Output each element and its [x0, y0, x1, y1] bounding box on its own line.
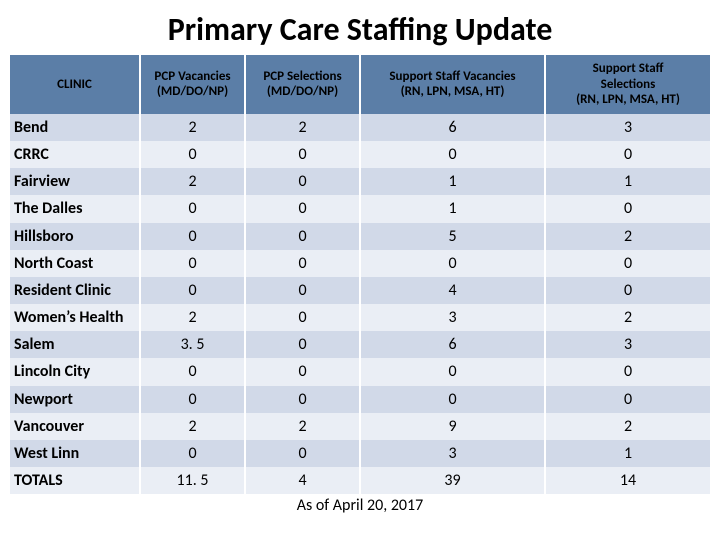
ss-vac-cell: 9 [360, 413, 545, 440]
pcp-vac-cell: 3. 5 [140, 331, 245, 358]
ss-sel-cell: 0 [545, 195, 710, 222]
table-row: TOTALS11. 543914 [10, 467, 710, 494]
table-row: North Coast0000 [10, 250, 710, 277]
ss-sel-cell: 0 [545, 386, 710, 413]
ss-sel-cell: 1 [545, 440, 710, 467]
clinic-cell: CRRC [10, 141, 140, 168]
clinic-cell: West Linn [10, 440, 140, 467]
ss-vac-cell: 1 [360, 195, 545, 222]
pcp-vac-cell: 2 [140, 114, 245, 141]
pcp-vac-cell: 11. 5 [140, 467, 245, 494]
ss-sel-cell: 0 [545, 250, 710, 277]
table-row: West Linn0031 [10, 440, 710, 467]
col-header-pcp-vacancies: PCP Vacancies(MD/DO/NP) [140, 55, 245, 114]
col-header-clinic: CLINIC [10, 55, 140, 114]
ss-sel-cell: 2 [545, 304, 710, 331]
pcp-vac-cell: 0 [140, 440, 245, 467]
pcp-vac-cell: 2 [140, 304, 245, 331]
pcp-sel-cell: 0 [245, 277, 360, 304]
table-row: The Dalles0010 [10, 195, 710, 222]
ss-sel-cell: 2 [545, 413, 710, 440]
pcp-sel-cell: 2 [245, 413, 360, 440]
table-row: Resident Clinic0040 [10, 277, 710, 304]
table-row: Vancouver2292 [10, 413, 710, 440]
table-row: Fairview2011 [10, 168, 710, 195]
pcp-vac-cell: 2 [140, 413, 245, 440]
table-row: Salem3. 5063 [10, 331, 710, 358]
pcp-vac-cell: 0 [140, 386, 245, 413]
clinic-cell: Salem [10, 331, 140, 358]
clinic-cell: Fairview [10, 168, 140, 195]
ss-vac-cell: 0 [360, 358, 545, 385]
pcp-sel-cell: 0 [245, 250, 360, 277]
ss-vac-cell: 6 [360, 114, 545, 141]
ss-vac-cell: 3 [360, 304, 545, 331]
pcp-sel-cell: 0 [245, 141, 360, 168]
ss-sel-cell: 14 [545, 467, 710, 494]
pcp-sel-cell: 0 [245, 168, 360, 195]
clinic-cell: Newport [10, 386, 140, 413]
pcp-sel-cell: 0 [245, 358, 360, 385]
pcp-vac-cell: 2 [140, 168, 245, 195]
ss-sel-cell: 0 [545, 277, 710, 304]
table-body: Bend2263CRRC0000Fairview2011The Dalles00… [10, 114, 710, 495]
col-header-support-selections: Support StaffSelections(RN, LPN, MSA, HT… [545, 55, 710, 114]
clinic-cell: Vancouver [10, 413, 140, 440]
table-row: Women’s Health2032 [10, 304, 710, 331]
clinic-cell: TOTALS [10, 467, 140, 494]
pcp-vac-cell: 0 [140, 250, 245, 277]
pcp-vac-cell: 0 [140, 358, 245, 385]
table-row: CRRC0000 [10, 141, 710, 168]
ss-vac-cell: 0 [360, 141, 545, 168]
clinic-cell: Lincoln City [10, 358, 140, 385]
table-row: Bend2263 [10, 114, 710, 141]
ss-sel-cell: 3 [545, 114, 710, 141]
ss-vac-cell: 6 [360, 331, 545, 358]
clinic-cell: North Coast [10, 250, 140, 277]
clinic-cell: The Dalles [10, 195, 140, 222]
footnote: As of April 20, 2017 [0, 496, 720, 515]
header-row: CLINIC PCP Vacancies(MD/DO/NP) PCP Selec… [10, 55, 710, 114]
col-header-support-vacancies: Support Staff Vacancies(RN, LPN, MSA, HT… [360, 55, 545, 114]
clinic-cell: Bend [10, 114, 140, 141]
ss-vac-cell: 0 [360, 250, 545, 277]
pcp-sel-cell: 0 [245, 304, 360, 331]
ss-sel-cell: 0 [545, 141, 710, 168]
ss-vac-cell: 4 [360, 277, 545, 304]
pcp-vac-cell: 0 [140, 195, 245, 222]
clinic-cell: Resident Clinic [10, 277, 140, 304]
pcp-sel-cell: 0 [245, 331, 360, 358]
table-row: Hillsboro0052 [10, 223, 710, 250]
ss-vac-cell: 39 [360, 467, 545, 494]
table-row: Lincoln City0000 [10, 358, 710, 385]
ss-sel-cell: 1 [545, 168, 710, 195]
table-row: Newport0000 [10, 386, 710, 413]
pcp-sel-cell: 0 [245, 440, 360, 467]
pcp-sel-cell: 4 [245, 467, 360, 494]
clinic-cell: Women’s Health [10, 304, 140, 331]
page-title: Primary Care Staffing Update [0, 0, 720, 55]
pcp-vac-cell: 0 [140, 141, 245, 168]
col-header-pcp-selections: PCP Selections(MD/DO/NP) [245, 55, 360, 114]
ss-vac-cell: 5 [360, 223, 545, 250]
pcp-sel-cell: 0 [245, 195, 360, 222]
ss-vac-cell: 3 [360, 440, 545, 467]
staffing-table: CLINIC PCP Vacancies(MD/DO/NP) PCP Selec… [10, 55, 710, 494]
pcp-sel-cell: 0 [245, 223, 360, 250]
pcp-vac-cell: 0 [140, 223, 245, 250]
ss-vac-cell: 1 [360, 168, 545, 195]
ss-vac-cell: 0 [360, 386, 545, 413]
ss-sel-cell: 0 [545, 358, 710, 385]
pcp-vac-cell: 0 [140, 277, 245, 304]
pcp-sel-cell: 2 [245, 114, 360, 141]
ss-sel-cell: 3 [545, 331, 710, 358]
clinic-cell: Hillsboro [10, 223, 140, 250]
ss-sel-cell: 2 [545, 223, 710, 250]
pcp-sel-cell: 0 [245, 386, 360, 413]
